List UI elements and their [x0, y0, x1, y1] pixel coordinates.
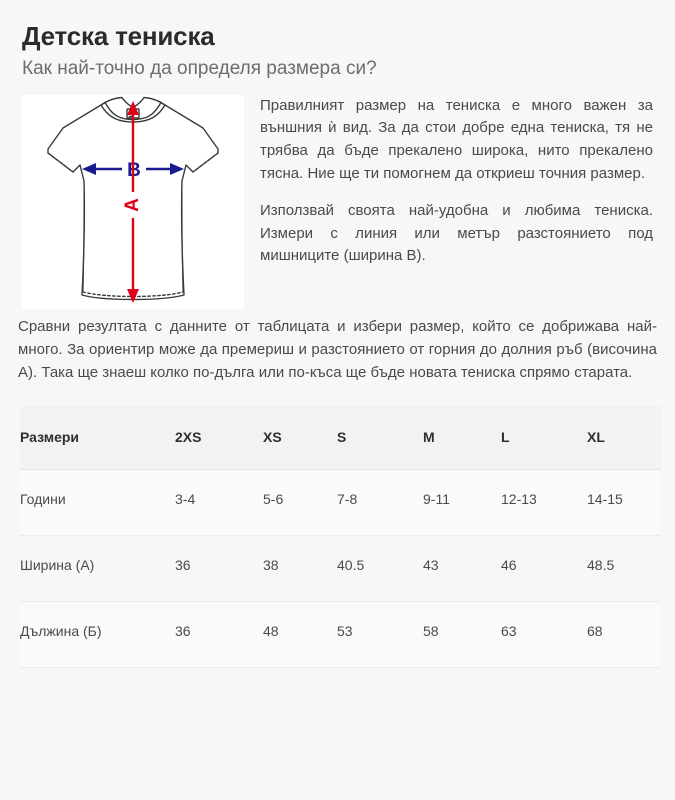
table-row: Години 3-4 5-6 7-8 9-11 12-13 14-15	[20, 469, 661, 537]
label-a: A	[122, 198, 143, 212]
cell-years-xs: 5-6	[263, 469, 337, 537]
cell-length-xs: 48	[263, 601, 337, 668]
cell-width-s: 40.5	[337, 535, 423, 603]
column-header-l: L	[501, 406, 587, 471]
size-table-head: Размери 2XS XS S M L XL	[20, 406, 661, 471]
intro-text: Правилният размер на тениска е много важ…	[22, 95, 653, 269]
cell-width-l: 46	[501, 535, 587, 603]
column-header-2xs: 2XS	[175, 406, 263, 471]
intro-paragraph-2: Използвай своята най-удобна и любима тен…	[260, 201, 653, 265]
cell-width-2xs: 36	[175, 535, 263, 603]
column-header-xs: XS	[263, 406, 337, 471]
cell-years-2xs: 3-4	[175, 469, 263, 537]
column-header-xl: XL	[587, 406, 661, 471]
size-table-wrap: Размери 2XS XS S M L XL Години 3-4 5-6 7…	[0, 406, 675, 668]
cell-length-2xs: 36	[175, 601, 263, 668]
cell-length-s: 53	[337, 601, 423, 668]
cell-years-l: 12-13	[501, 469, 587, 537]
cell-years-m: 9-11	[423, 469, 501, 537]
cell-years-xl: 14-15	[587, 469, 661, 537]
intro-section: B A Правилният размер на тениска е много…	[0, 94, 675, 311]
a-label-backdrop	[122, 191, 144, 218]
below-paragraph: Сравни резултата с данните от таблицата …	[18, 317, 657, 382]
page-title: Детска тениска	[22, 21, 215, 51]
size-table-body: Години 3-4 5-6 7-8 9-11 12-13 14-15 Шири…	[20, 469, 661, 668]
cell-length-xl: 68	[587, 601, 661, 668]
table-row: Дължина (Б) 36 48 53 58 63 68	[20, 601, 661, 668]
row-label-length: Дължина (Б)	[20, 601, 175, 668]
tshirt-diagram-figure: B A	[22, 94, 244, 309]
row-label-width: Ширина (А)	[20, 535, 175, 603]
table-header-row: Размери 2XS XS S M L XL	[20, 406, 661, 471]
cell-width-xs: 38	[263, 535, 337, 603]
cell-width-m: 43	[423, 535, 501, 603]
column-header-s: S	[337, 406, 423, 471]
intro-paragraph-1: Правилният размер на тениска е много важ…	[260, 96, 653, 183]
tshirt-measurement-icon: B A	[47, 96, 219, 303]
page-header: Детска тениска Как най-точно да определя…	[0, 0, 675, 81]
cell-length-m: 58	[423, 601, 501, 668]
cell-width-xl: 48.5	[587, 535, 661, 603]
page-subtitle: Как най-точно да определя размера си?	[22, 57, 377, 79]
cell-length-l: 63	[501, 601, 587, 668]
column-header-label: Размери	[20, 406, 175, 471]
cell-years-s: 7-8	[337, 469, 423, 537]
size-table: Размери 2XS XS S M L XL Години 3-4 5-6 7…	[20, 406, 661, 668]
row-label-years: Години	[20, 469, 175, 537]
table-row: Ширина (А) 36 38 40.5 43 46 48.5	[20, 535, 661, 603]
column-header-m: M	[423, 406, 501, 471]
below-figure-text: Сравни резултата с данните от таблицата …	[0, 315, 675, 385]
